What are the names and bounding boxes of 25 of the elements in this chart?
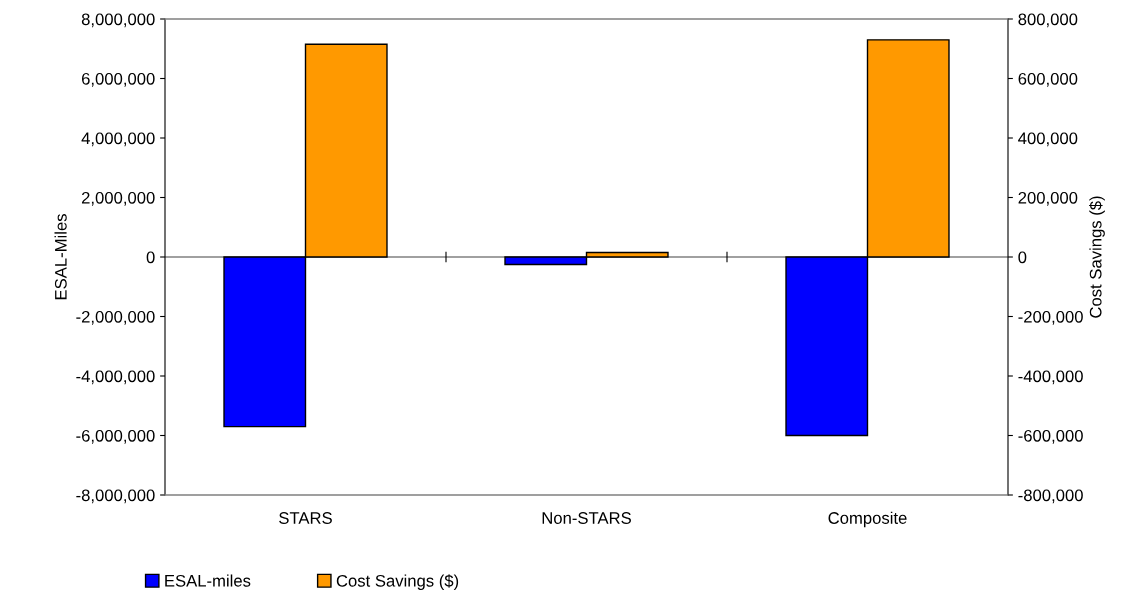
y-tick-label: -6,000,000 <box>76 429 155 444</box>
x-tick-label: STARS <box>279 512 332 524</box>
y2-tick-label: 600,000 <box>1018 72 1078 87</box>
legend-label: ESAL-miles <box>165 574 251 587</box>
y2-axis-title: Cost Savings ($) <box>1089 196 1105 318</box>
y-tick-label: 4,000,000 <box>81 132 155 147</box>
y-tick-label: -2,000,000 <box>76 310 155 325</box>
y2-tick-label: 800,000 <box>1018 13 1078 28</box>
y-tick-label: -4,000,000 <box>76 370 155 385</box>
y2-tick-label: -800,000 <box>1018 489 1083 504</box>
legend-label: Cost Savings ($) <box>336 574 459 590</box>
x-tick-label: Composite <box>828 511 907 528</box>
y2-tick-label: 400,000 <box>1018 132 1078 147</box>
y-tick-label: 0 <box>146 251 155 264</box>
y2-tick-label: -600,000 <box>1018 429 1083 444</box>
y-axis-title: ESAL-Miles <box>54 214 67 300</box>
y2-tick-label: -200,000 <box>1018 310 1083 325</box>
y2-tick-label: -400,000 <box>1018 370 1083 385</box>
x-tick-label: Non-STARS <box>542 512 631 524</box>
y-tick-label: 2,000,000 <box>81 191 155 206</box>
y-tick-label: 6,000,000 <box>81 72 155 87</box>
y-tick-label: 8,000,000 <box>81 13 155 28</box>
y2-tick-label: 200,000 <box>1018 191 1078 206</box>
y-tick-label: -8,000,000 <box>76 489 155 504</box>
y2-tick-label: 0 <box>1018 251 1027 264</box>
